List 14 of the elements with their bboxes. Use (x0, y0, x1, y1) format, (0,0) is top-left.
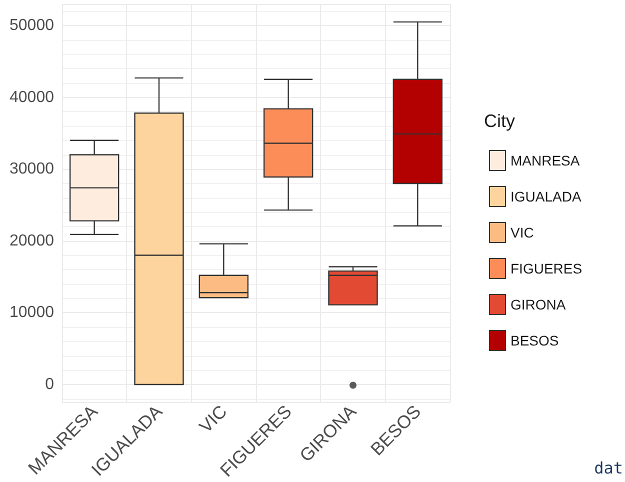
y-tick-label: 10000 (10, 304, 54, 322)
y-tick-label: 0 (45, 376, 54, 394)
y-tick-label: 40000 (10, 88, 54, 106)
legend-label: FIGUERES (510, 260, 582, 276)
y-tick-label: 50000 (10, 17, 54, 34)
text: dat (594, 458, 624, 478)
legend-label: BESOS (510, 332, 559, 348)
legend-label: MANRESA (510, 152, 580, 168)
y-tick-label: 30000 (10, 160, 54, 178)
legend-title: City (484, 111, 515, 131)
legend-label: GIRONA (510, 296, 566, 312)
legend-label: IGUALADA (510, 188, 582, 204)
y-tick-label: 20000 (10, 232, 54, 250)
legend-label: VIC (510, 224, 534, 240)
